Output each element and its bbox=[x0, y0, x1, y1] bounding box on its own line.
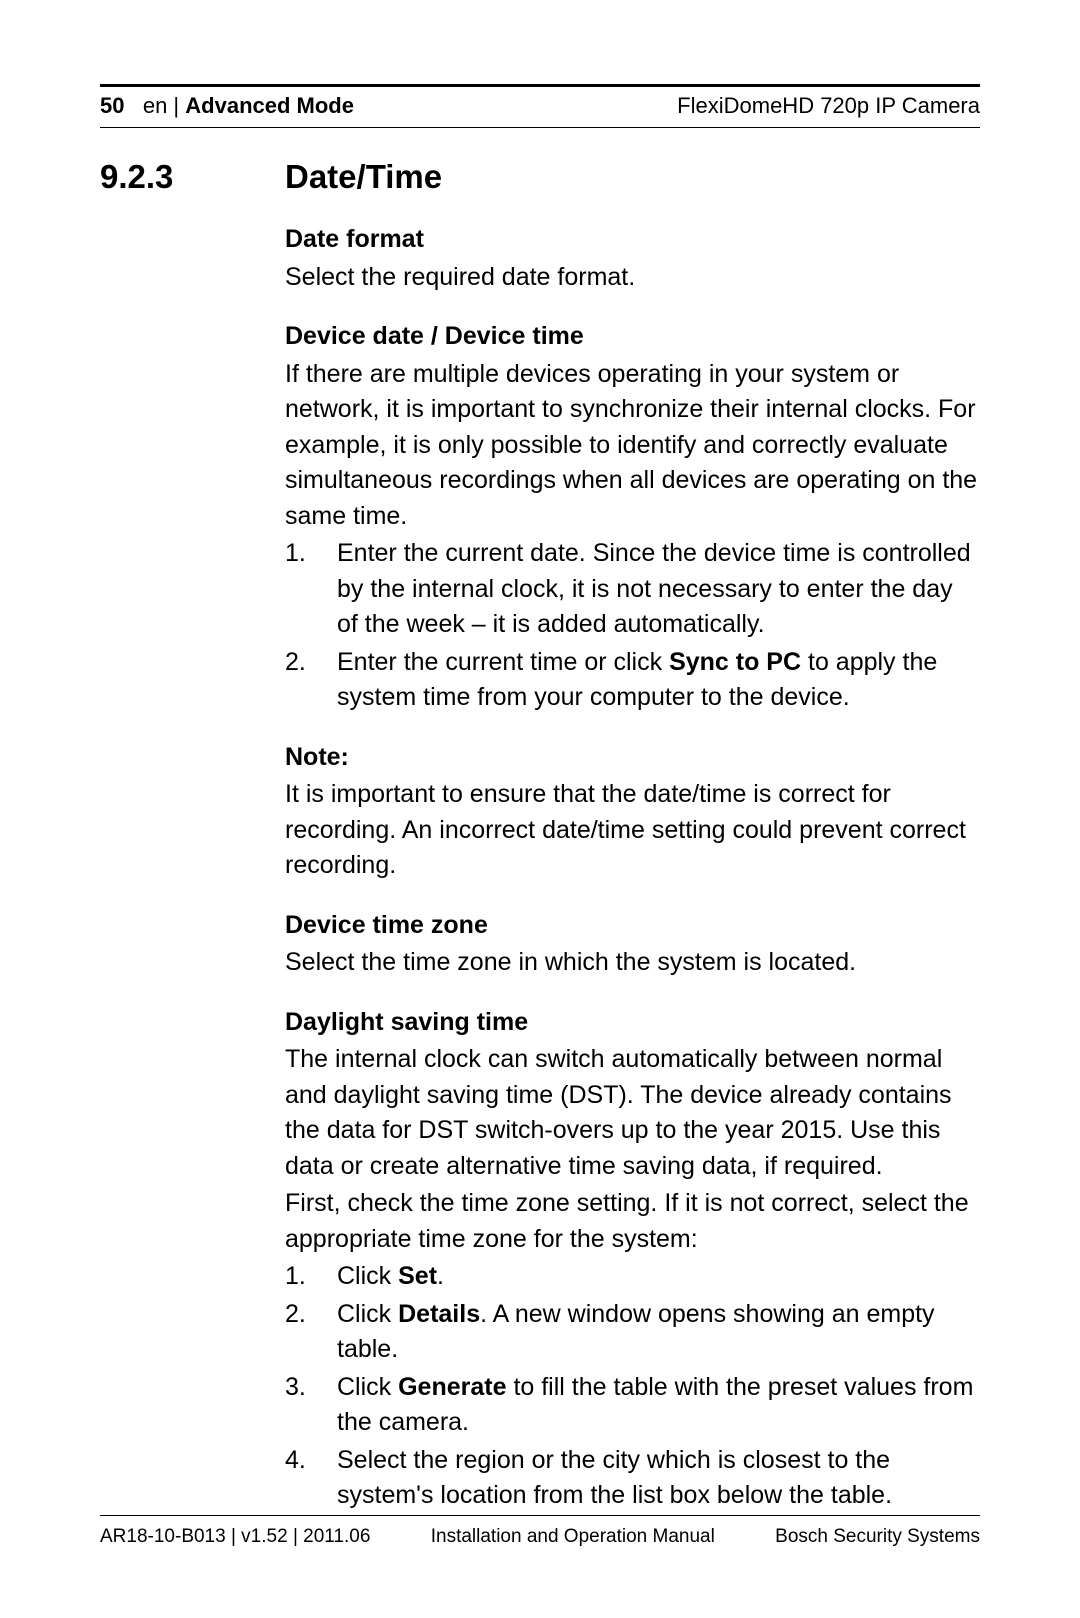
list-item: 1. Click Set. bbox=[285, 1259, 980, 1295]
body-column: Date format Select the required date for… bbox=[285, 222, 980, 1514]
bold-set: Set bbox=[398, 1262, 437, 1290]
list-text: Enter the current time or click Sync to … bbox=[337, 645, 980, 716]
list-item: 3. Click Generate to fill the table with… bbox=[285, 1370, 980, 1441]
subhead-date-format: Date format bbox=[285, 222, 980, 258]
list-text: Select the region or the city which is c… bbox=[337, 1443, 980, 1514]
list-number: 1. bbox=[285, 536, 337, 643]
header-rule-bottom bbox=[100, 127, 980, 128]
header-left: 50 en | Advanced Mode bbox=[100, 93, 354, 119]
list-number: 1. bbox=[285, 1259, 337, 1295]
list-item: 4. Select the region or the city which i… bbox=[285, 1443, 980, 1514]
header-lang: en | bbox=[143, 93, 179, 118]
list-device-date: 1. Enter the current date. Since the dev… bbox=[285, 536, 980, 716]
list-item: 1. Enter the current date. Since the dev… bbox=[285, 536, 980, 643]
page-footer: AR18-10-B013 | v1.52 | 2011.06 Installat… bbox=[100, 1515, 980, 1548]
list-text: Enter the current date. Since the device… bbox=[337, 536, 980, 643]
bold-generate: Generate bbox=[398, 1373, 506, 1401]
list-number: 4. bbox=[285, 1443, 337, 1514]
footer-row: AR18-10-B013 | v1.52 | 2011.06 Installat… bbox=[100, 1516, 980, 1548]
section-heading-row: 9.2.3 Date/Time bbox=[100, 158, 980, 196]
list-number: 2. bbox=[285, 1297, 337, 1368]
list-dst: 1. Click Set. 2. Click Details. A new wi… bbox=[285, 1259, 980, 1514]
para-dst-1: The internal clock can switch automatica… bbox=[285, 1042, 980, 1184]
content: 9.2.3 Date/Time Date format Select the r… bbox=[100, 158, 980, 1514]
subhead-timezone: Device time zone bbox=[285, 908, 980, 944]
header-section: Advanced Mode bbox=[185, 93, 354, 118]
para-dst-2: First, check the time zone setting. If i… bbox=[285, 1186, 980, 1257]
subhead-note: Note: bbox=[285, 740, 980, 776]
footer-title: Installation and Operation Manual bbox=[431, 1526, 715, 1548]
section-title: Date/Time bbox=[285, 158, 442, 196]
list-item: 2. Click Details. A new window opens sho… bbox=[285, 1297, 980, 1368]
section-number: 9.2.3 bbox=[100, 158, 285, 196]
list-number: 3. bbox=[285, 1370, 337, 1441]
header-product: FlexiDomeHD 720p IP Camera bbox=[677, 93, 980, 119]
subhead-device-date: Device date / Device time bbox=[285, 319, 980, 355]
list-text: Click Details. A new window opens showin… bbox=[337, 1297, 980, 1368]
subhead-dst: Daylight saving time bbox=[285, 1005, 980, 1041]
page-header: 50 en | Advanced Mode FlexiDomeHD 720p I… bbox=[100, 87, 980, 127]
bold-sync-to-pc: Sync to PC bbox=[669, 648, 801, 676]
page-number: 50 bbox=[100, 93, 124, 118]
para-timezone: Select the time zone in which the system… bbox=[285, 945, 980, 981]
footer-company: Bosch Security Systems bbox=[775, 1526, 980, 1548]
list-text: Click Set. bbox=[337, 1259, 980, 1295]
para-note: It is important to ensure that the date/… bbox=[285, 777, 980, 884]
header-lang-sep bbox=[131, 93, 143, 118]
footer-docid: AR18-10-B013 | v1.52 | 2011.06 bbox=[100, 1526, 370, 1548]
list-item: 2. Enter the current time or click Sync … bbox=[285, 645, 980, 716]
list-text: Click Generate to fill the table with th… bbox=[337, 1370, 980, 1441]
bold-details: Details bbox=[398, 1300, 480, 1328]
para-device-date-intro: If there are multiple devices operating … bbox=[285, 357, 980, 535]
list-number: 2. bbox=[285, 645, 337, 716]
page: 50 en | Advanced Mode FlexiDomeHD 720p I… bbox=[0, 0, 1080, 1618]
para-date-format: Select the required date format. bbox=[285, 260, 980, 296]
